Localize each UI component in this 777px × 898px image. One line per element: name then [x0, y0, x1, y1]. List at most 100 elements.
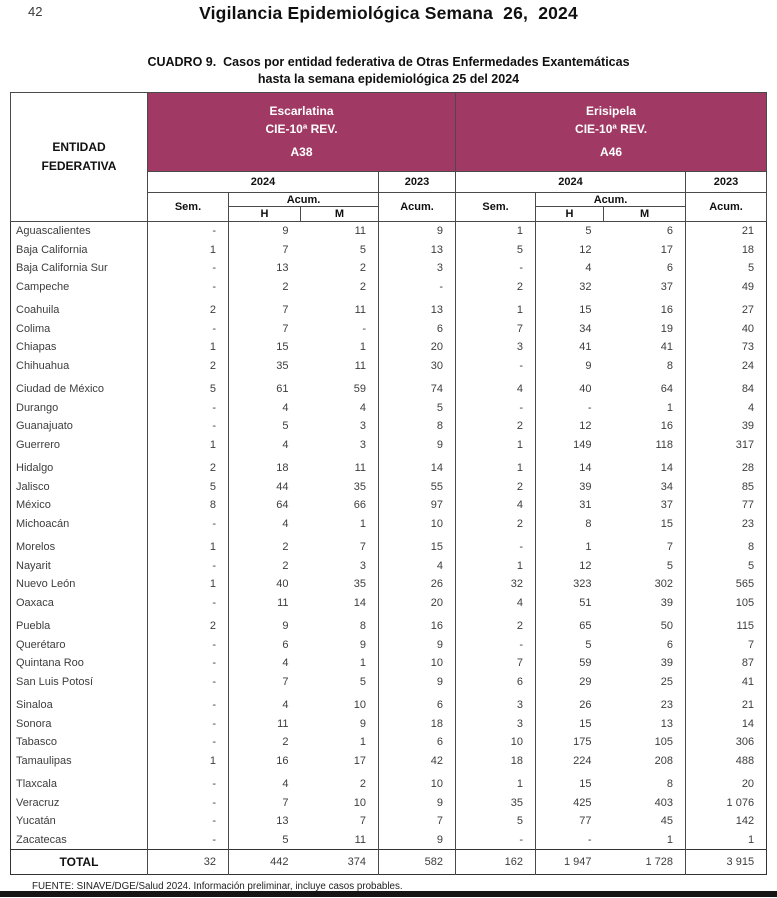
sem-header-erisipela: Sem.	[455, 192, 537, 222]
table-row: Veracruz - 7 10 9 35 425 403 1 076	[10, 793, 767, 812]
value-cell: 23	[603, 691, 687, 715]
value-cell: 7	[282, 675, 289, 688]
value-cell: 1	[455, 221, 537, 241]
bottom-rule	[0, 891, 777, 897]
value-cell: 4	[282, 517, 289, 530]
disease-name: Erisipela	[586, 104, 637, 118]
acum-header-row: Sem. Acum. Acum. Sem. Acum. Acum.	[11, 192, 768, 222]
value-cell: 1	[455, 435, 537, 454]
value-cell: 105	[603, 733, 687, 752]
value-cell: 21	[741, 699, 755, 711]
entity-name-cell: Ciudad de México	[10, 375, 148, 399]
entity-name-cell: Coahuila	[10, 296, 148, 320]
value-cell: -	[587, 833, 592, 846]
h-header-escarlatina: H	[228, 206, 301, 222]
entity-name-cell: Yucatán	[10, 812, 148, 831]
value-cell: 8	[603, 770, 687, 794]
value-cell: 9	[378, 221, 457, 241]
value-cell: 1	[455, 770, 537, 794]
table-row: Tamaulipas 1 16 17 42 18 224 208 488	[10, 751, 767, 770]
value-cell: 3	[300, 435, 379, 454]
value-cell: -	[147, 691, 229, 715]
table-row: Querétaro -6 9 9-5 6 7	[10, 635, 767, 654]
value-cell: 4	[585, 262, 592, 274]
value-cell: 5	[747, 559, 755, 572]
value-cell: -	[147, 830, 229, 850]
disease-header-erisipela: Erisipela CIE-10ª REV. A46	[455, 92, 768, 172]
value-cell: 26	[378, 575, 457, 594]
value-cell: 7	[282, 304, 289, 316]
value-cell: 5	[378, 398, 457, 417]
value-cell: 317	[735, 438, 755, 451]
value-cell: -	[300, 319, 379, 338]
value-cell: 2	[455, 417, 537, 436]
table-row: Campeche -2 2-2 32 37 49	[10, 277, 767, 296]
total-value-cell: 1 728	[603, 849, 687, 875]
value-cell: 64	[276, 499, 289, 511]
table-caption: CUADRO 9. Casos por entidad federativa d…	[0, 54, 777, 88]
value-cell: 5	[585, 225, 592, 237]
value-cell: 34	[603, 477, 687, 496]
value-cell: 5	[585, 638, 592, 651]
value-cell: 7	[378, 812, 457, 831]
value-cell: 44	[276, 480, 289, 493]
value-cell: 2	[300, 770, 379, 794]
total-value-cell: 374	[300, 849, 379, 875]
acum-2023-header-erisipela: Acum.	[685, 192, 768, 222]
value-cell: 11	[300, 830, 379, 850]
value-cell: -	[147, 714, 229, 733]
disease-code: A38	[290, 145, 313, 159]
value-cell: 6	[455, 672, 537, 691]
value-cell: 175	[573, 736, 592, 748]
value-cell: 41	[603, 338, 687, 357]
value-cell: 31	[579, 499, 592, 511]
value-cell: 9	[585, 359, 592, 372]
source-note: FUENTE: SINAVE/DGE/Salud 2024. Informaci…	[32, 881, 403, 892]
value-cell: -	[147, 770, 229, 794]
value-cell: 37	[603, 277, 687, 296]
value-cell: 39	[603, 593, 687, 612]
value-cell: 1	[603, 830, 687, 850]
value-cell: 2	[455, 477, 537, 496]
value-cell: 403	[603, 793, 687, 812]
value-cell: 3	[455, 338, 537, 357]
value-cell: -	[147, 672, 229, 691]
value-cell: 45	[603, 812, 687, 831]
value-cell: 7	[282, 796, 289, 809]
value-cell: 14	[741, 717, 755, 730]
table-row: Coahuila 2 7 11 13 1 15 16 27	[10, 296, 767, 320]
value-cell: -	[455, 398, 537, 417]
entity-name-cell: Chiapas	[10, 338, 148, 357]
total-value-cell: 3 915	[685, 849, 767, 875]
table-row: Tabasco - 2 1 6 10 175 105 306	[10, 733, 767, 752]
value-cell: 14	[378, 454, 457, 478]
entity-name-cell: Morelos	[10, 533, 148, 557]
value-cell: 35	[276, 359, 289, 372]
value-cell: 1	[585, 541, 592, 553]
table-row: Aguascalientes -9 11 9 1 5 6 21	[10, 221, 767, 241]
value-cell: 11	[300, 454, 379, 478]
value-cell: -	[147, 635, 229, 654]
value-cell: 6	[378, 691, 457, 715]
value-cell: 16	[603, 417, 687, 436]
total-value-cell: 1 947	[535, 849, 604, 875]
disease-cie: CIE-10ª REV.	[575, 122, 648, 136]
value-cell: 2	[147, 296, 229, 320]
value-cell: -	[147, 417, 229, 436]
value-cell: -	[455, 635, 537, 654]
value-cell: 41	[579, 341, 592, 353]
value-cell: 97	[378, 496, 457, 515]
value-cell: 4	[282, 401, 289, 414]
value-cell: 1	[147, 751, 229, 770]
value-cell: 8	[747, 541, 755, 553]
value-cell: 15	[579, 717, 592, 730]
value-cell: 306	[735, 736, 755, 748]
table-row: Guanajuato - 5 3 8 2 12 16 39	[10, 417, 767, 436]
value-cell: -	[147, 593, 229, 612]
value-cell: 51	[579, 596, 592, 609]
value-cell: 142	[735, 815, 755, 827]
value-cell: 5	[455, 240, 537, 259]
value-cell: 2	[282, 736, 289, 748]
value-cell: 12	[579, 243, 592, 256]
entity-name-cell: Tabasco	[10, 733, 148, 752]
